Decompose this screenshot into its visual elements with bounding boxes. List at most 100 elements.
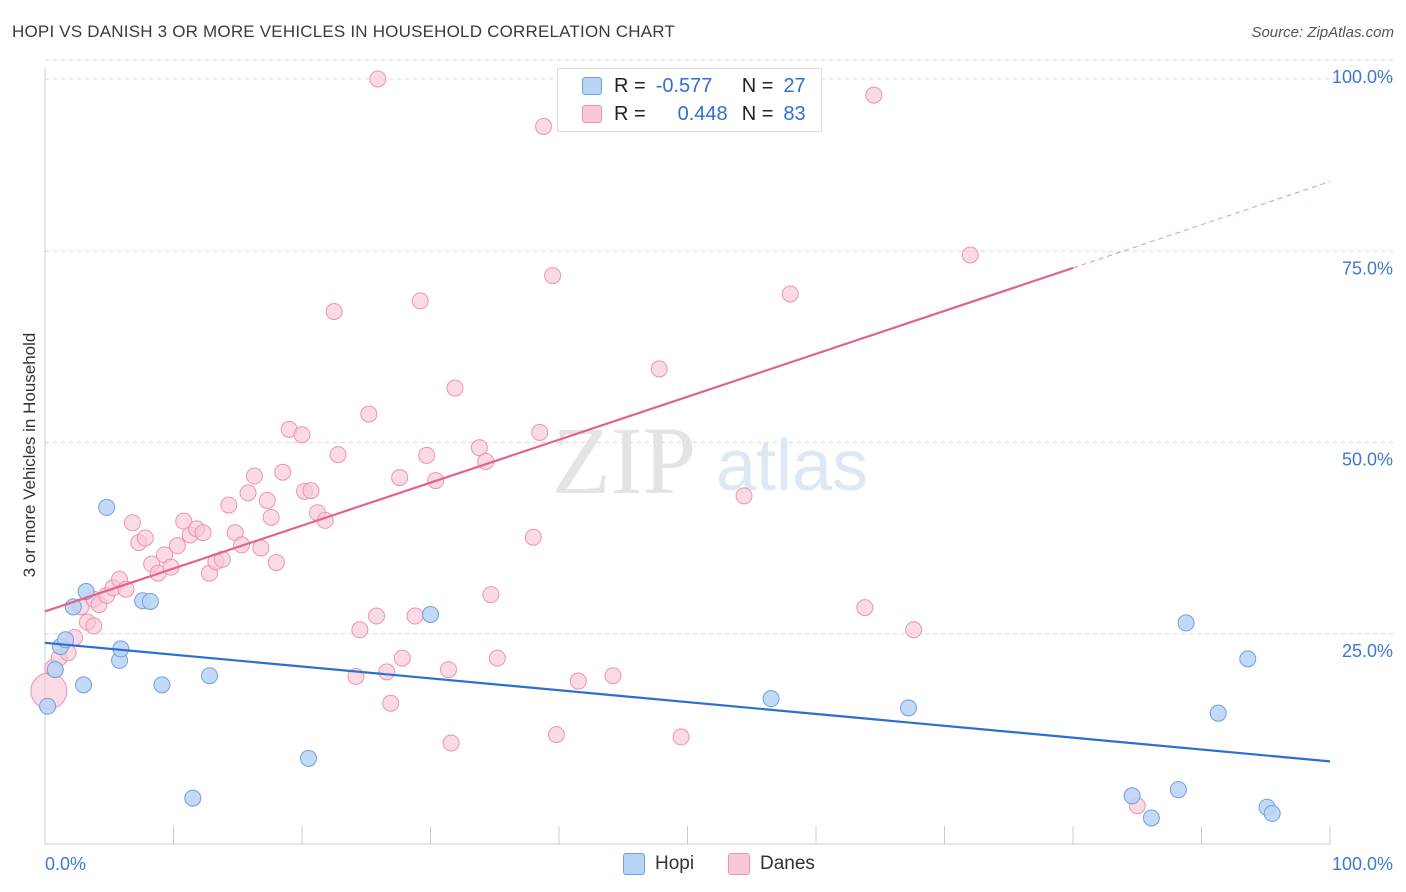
danes-r-value: 0.448 [677, 102, 728, 125]
legend-danes-label: Danes [760, 853, 815, 874]
x-tick-label-1: 100.0% [1332, 854, 1393, 874]
legend-hopi-label: Hopi [655, 853, 695, 874]
danes-point [391, 469, 409, 487]
hopi-trend-line [44, 641, 1331, 763]
hopi-point [1239, 650, 1257, 668]
hopi-point [422, 606, 439, 623]
danes-point [85, 617, 103, 635]
hopi-point [1169, 781, 1187, 799]
danes-point [369, 70, 387, 88]
danes-point [672, 728, 690, 746]
stats-legend: R = -0.577 N = 27 R = 0.448 N = 83 [557, 68, 822, 132]
danes-point [446, 379, 464, 397]
hopi-n-value: 27 [783, 74, 806, 97]
danes-point [411, 292, 429, 310]
danes-point [406, 607, 424, 625]
legend-hopi-swatch [623, 853, 645, 875]
hopi-point [299, 749, 317, 767]
hopi-point [900, 699, 918, 717]
hopi-point [153, 676, 171, 694]
danes-point [856, 599, 874, 617]
danes-point [781, 285, 799, 303]
hopi-n-label: N = [741, 74, 774, 97]
danes-point [544, 267, 562, 285]
danes-point [961, 246, 979, 264]
hopi-point [75, 676, 93, 694]
y-tick-label-3: 100.0% [1332, 67, 1393, 87]
danes-point [865, 86, 883, 104]
x-tick-label-0: 0.0% [45, 854, 86, 874]
y-axis-label: 3 or more Vehicles in Household [20, 333, 39, 578]
danes-n-value: 83 [783, 102, 806, 125]
hopi-point [184, 789, 202, 807]
danes-point [168, 537, 186, 555]
danes-point [524, 528, 542, 546]
hopi-point [200, 667, 218, 685]
source-label: Source: ZipAtlas.com [1251, 24, 1394, 41]
danes-point [569, 672, 587, 690]
hopi-point [1263, 804, 1281, 822]
danes-point [547, 726, 565, 744]
danes-r-label: R = [614, 102, 646, 125]
danes-point [531, 423, 549, 441]
danes-point [239, 484, 257, 502]
chart-title: HOPI VS DANISH 3 OR MORE VEHICLES IN HOU… [12, 22, 676, 41]
hopi-r-label: R = [614, 74, 646, 97]
danes-n-label: N = [741, 102, 774, 125]
danes-point [136, 529, 154, 547]
axes [44, 68, 1331, 845]
danes-point [360, 405, 378, 423]
y-tick-label-2: 75.0% [1342, 258, 1393, 278]
danes-point [302, 482, 320, 500]
danes-swatch [582, 105, 602, 123]
danes-point [535, 117, 553, 135]
danes-point [418, 446, 436, 464]
danes-point [382, 694, 400, 712]
danes-trend-line [44, 266, 1074, 613]
danes-point [368, 607, 386, 625]
danes-point [245, 467, 263, 485]
danes-point [393, 649, 411, 667]
hopi-point [46, 661, 64, 679]
danes-point [262, 508, 280, 526]
danes-trend-extension [1072, 181, 1331, 269]
hopi-point [1123, 787, 1141, 805]
hopi-point [1209, 704, 1227, 722]
legend-row-hopi: R = -0.577 N = 27 [582, 74, 806, 98]
danes-point [252, 539, 270, 557]
danes-point [329, 446, 347, 464]
danes-point [175, 512, 193, 530]
danes-point [905, 621, 923, 639]
danes-point [293, 426, 311, 444]
watermark: ZIP atlas [552, 407, 868, 514]
watermark-zip: ZIP [552, 407, 696, 514]
danes-point [442, 734, 460, 752]
y-tick-label-0: 25.0% [1342, 641, 1393, 661]
trend-lines [44, 181, 1331, 763]
hopi-point [141, 592, 159, 610]
danes-point [351, 621, 369, 639]
danes-point [735, 487, 753, 505]
hopi-point [1142, 809, 1160, 827]
danes-point [482, 586, 500, 604]
danes-point [258, 492, 276, 510]
danes-point [325, 303, 343, 321]
legend-row-danes: R = 0.448 N = 83 [582, 102, 806, 126]
danes-point [470, 439, 488, 457]
danes-point [274, 463, 292, 481]
danes-point [123, 514, 141, 532]
danes-point [267, 553, 285, 571]
danes-point [650, 360, 668, 378]
danes-point [194, 524, 212, 542]
tick-labels: 25.0% 50.0% 75.0% 100.0% 0.0% 100.0% [45, 67, 1393, 874]
legend-danes: Danes [728, 851, 815, 877]
hopi-point [762, 690, 780, 708]
hopi-point [39, 697, 57, 715]
hopi-points [39, 498, 1281, 827]
hopi-point [1177, 614, 1195, 632]
danes-point [378, 663, 396, 681]
hopi-swatch [582, 77, 602, 95]
danes-point [604, 667, 622, 685]
danes-point [488, 649, 506, 667]
